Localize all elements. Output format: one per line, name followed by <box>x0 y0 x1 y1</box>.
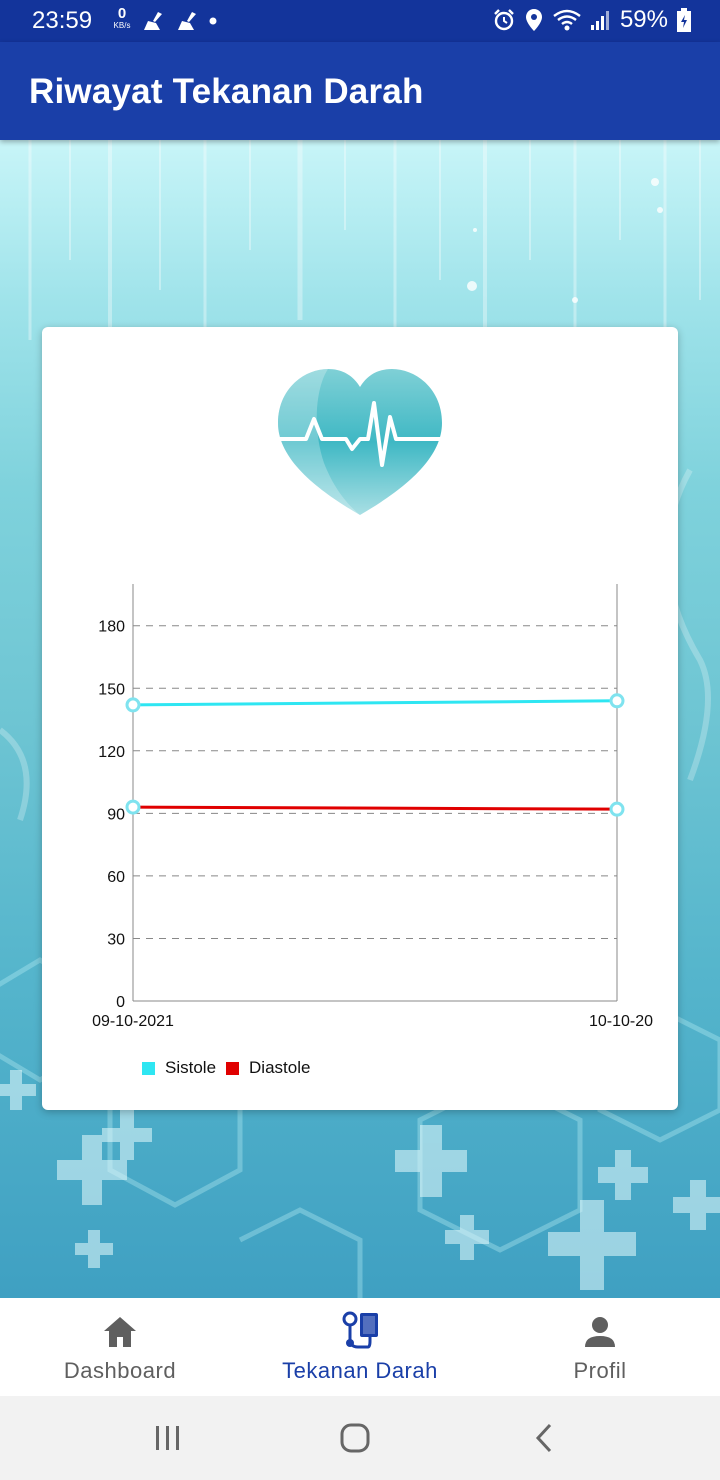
signal-icon <box>590 11 609 30</box>
blood-pressure-icon <box>338 1311 382 1352</box>
person-icon <box>583 1312 617 1352</box>
nav-item-dashboard[interactable]: Dashboard <box>0 1298 240 1396</box>
bottom-navigation: Dashboard Tekanan Darah Profil <box>0 1298 720 1396</box>
broom-icon <box>144 12 162 30</box>
data-point-diastole[interactable] <box>609 801 625 817</box>
y-tick-label: 30 <box>107 931 125 948</box>
location-icon <box>525 9 542 31</box>
data-point-sistole[interactable] <box>609 693 625 709</box>
system-navigation-bar <box>0 1396 720 1480</box>
legend-swatch-sistole <box>142 1061 155 1075</box>
home-icon <box>102 1312 138 1352</box>
data-point-sistole[interactable] <box>125 697 141 713</box>
nav-label-profil: Profil <box>573 1358 627 1383</box>
chart-grid <box>133 625 617 939</box>
x-tick-label: 10-10-20 <box>589 1013 653 1030</box>
wifi-icon <box>553 9 581 31</box>
y-tick-label: 180 <box>98 619 125 636</box>
network-speed-value: 0 <box>117 5 127 22</box>
app-bar: Riwayat Tekanan Darah <box>0 42 720 140</box>
status-bar: 23:59 0 KB/s 59% <box>0 0 720 42</box>
nav-item-profil[interactable]: Profil <box>480 1298 720 1396</box>
y-tick-label: 60 <box>107 869 125 886</box>
recent-apps-icon <box>156 1426 179 1450</box>
series-line-diastole <box>132 805 618 811</box>
nav-item-tekanan-darah[interactable]: Tekanan Darah <box>240 1298 480 1396</box>
home-circle-icon <box>340 1423 370 1453</box>
series-line-sistole <box>132 699 618 707</box>
status-time: 23:59 <box>32 7 93 34</box>
blood-pressure-chart: 0 30 60 90 120 150 180 09-10-2021 10-10-20 <box>92 584 653 1030</box>
legend-label-diastole: Diastole <box>249 1058 311 1077</box>
legend-item-diastole: Diastole <box>226 1058 310 1078</box>
more-notifications-dot-icon <box>209 17 217 25</box>
page-title: Riwayat Tekanan Darah <box>29 72 424 111</box>
alarm-icon <box>494 9 514 31</box>
x-tick-label: 09-10-2021 <box>92 1013 174 1030</box>
legend-swatch-diastole <box>226 1061 240 1075</box>
notification-icons <box>140 8 218 34</box>
back-chevron-icon <box>535 1423 552 1453</box>
broom-icon <box>178 12 196 30</box>
blood-pressure-card: 0 30 60 90 120 150 180 09-10-2021 10-10-20 Sist… <box>42 327 678 1110</box>
network-speed-unit: KB/s <box>113 21 131 30</box>
y-tick-label: 0 <box>116 994 125 1011</box>
y-tick-labels: 0 30 60 90 120 150 180 <box>98 619 125 1011</box>
y-tick-label: 150 <box>98 681 125 698</box>
network-speed: 0 KB/s <box>108 6 136 30</box>
home-button[interactable] <box>325 1418 385 1458</box>
battery-percent: 59% <box>619 6 668 33</box>
back-button[interactable] <box>514 1418 574 1458</box>
chart-series <box>125 693 625 817</box>
y-tick-label: 120 <box>98 744 125 761</box>
legend-item-sistole: Sistole <box>142 1058 216 1078</box>
background-pattern <box>0 140 720 1298</box>
x-tick-labels: 09-10-2021 10-10-20 <box>92 1013 653 1030</box>
legend-label-sistole: Sistole <box>165 1058 217 1077</box>
chart-legend: Sistole Diastole <box>142 1057 320 1079</box>
battery-charging-icon <box>677 8 691 32</box>
data-point-diastole[interactable] <box>125 799 141 815</box>
heart-pulse-icon <box>278 369 442 515</box>
recent-apps-button[interactable] <box>138 1418 198 1458</box>
nav-label-tekanan-darah: Tekanan Darah <box>282 1358 438 1383</box>
y-tick-label: 90 <box>107 806 125 823</box>
system-indicators: 59% <box>492 6 692 34</box>
nav-label-dashboard: Dashboard <box>63 1358 177 1383</box>
